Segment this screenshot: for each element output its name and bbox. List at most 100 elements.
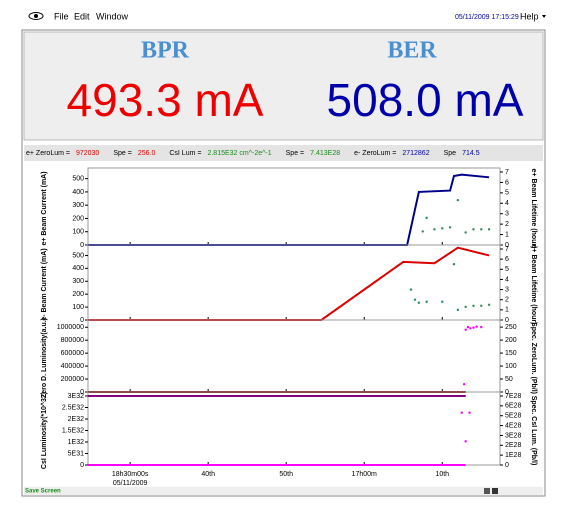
y2-tick-label: 3 (505, 286, 509, 293)
data-point (441, 227, 444, 230)
y2-axis-label: e+ Beam Lifetime (hour) (530, 245, 537, 325)
status-label: Spe = (286, 150, 305, 157)
y-tick-label: 100 (72, 304, 84, 311)
y-tick-label: 600000 (61, 350, 84, 357)
data-point (464, 440, 467, 443)
status-label: Spe (444, 150, 457, 157)
data-point (456, 308, 460, 312)
y2-tick-label: 1E28 (505, 452, 521, 459)
y2-axis-label: Spec. CsI Lum. (Pb/l) (530, 396, 537, 466)
menu-edit[interactable]: Edit (74, 11, 90, 21)
status-value: 256.0 (138, 150, 156, 157)
y2-tick-label: 1 (505, 231, 509, 238)
y-tick-label: 5E31 (68, 450, 84, 457)
y2-tick-label: 7E28 (505, 393, 521, 400)
data-point (417, 301, 421, 304)
y2-tick-label: 5E28 (505, 413, 521, 420)
datetime: 05/11/2009 17:15:29 (455, 14, 519, 21)
data-point (421, 230, 424, 233)
footer-icon[interactable] (484, 488, 490, 494)
status-value: 2712862 (402, 150, 429, 157)
menu-file[interactable]: File (54, 11, 69, 21)
y-tick-label: 2E32 (68, 416, 84, 423)
x-tick-label: 10th (435, 471, 449, 478)
data-point (425, 216, 428, 220)
y2-tick-label: 150 (505, 350, 517, 357)
data-point (480, 325, 483, 329)
status-label: CsI Lum = (169, 150, 201, 157)
y2-tick-label: 200 (505, 337, 517, 344)
y-tick-label: 0 (80, 462, 84, 469)
status-value: 7.413E28 (310, 150, 340, 157)
x-tick-label: 40th (201, 471, 215, 478)
app-icon[interactable] (28, 12, 44, 20)
y2-axis-label: e+ Beam Lifetime (hour) (530, 169, 537, 249)
ber-value: 508.0 mA (327, 74, 524, 126)
data-point (466, 325, 470, 329)
y2-tick-label: 0 (505, 462, 509, 469)
data-point (480, 304, 483, 307)
y2-tick-label: 3 (505, 211, 509, 218)
x-tick-label: 17h00m (352, 471, 377, 478)
y2-tick-label: 0 (505, 242, 509, 249)
data-point (480, 228, 483, 231)
y2-tick-label: 6E28 (505, 403, 521, 410)
data-point (452, 263, 456, 266)
y-tick-label: 3E32 (68, 393, 84, 400)
y2-tick-label: 5 (505, 266, 509, 273)
data-point (464, 328, 467, 331)
menu-window[interactable]: Window (96, 11, 129, 21)
data-point (487, 228, 491, 231)
data-point (464, 305, 467, 309)
status-value: 972030 (76, 150, 99, 157)
data-point (472, 326, 475, 329)
y2-tick-label: 7 (505, 246, 509, 253)
y2-tick-label: 3E28 (505, 432, 521, 439)
y2-tick-label: 2 (505, 297, 509, 304)
y2-tick-label: 4 (505, 276, 509, 283)
menu-help[interactable]: Help (520, 11, 539, 21)
y-tick-label: 0 (80, 389, 84, 396)
data-point (409, 288, 413, 291)
data-point (448, 226, 452, 229)
ber-title: BER (387, 38, 437, 64)
status-bar (24, 145, 543, 161)
y-tick-label: 100 (72, 229, 84, 236)
y-tick-label: 300 (72, 278, 84, 285)
x-tick-label: 18h30m00s (112, 471, 149, 478)
status-items: e+ ZeroLum = 972030 Spe = 256.0 CsI Lum = 2.8… (26, 150, 480, 157)
status-label: Spe = (113, 150, 132, 157)
y-tick-label: 1.5E32 (62, 427, 84, 434)
y-tick-label: 200000 (61, 376, 84, 383)
y2-tick-label: 5 (505, 190, 509, 197)
footer-icon[interactable] (492, 488, 498, 494)
status-value: 714.5 (462, 150, 480, 157)
y-tick-label: 0 (80, 242, 84, 249)
y2-tick-label: 50 (505, 376, 513, 383)
data-point (456, 198, 460, 202)
y2-tick-label: 7 (505, 169, 509, 176)
data-point (441, 300, 444, 303)
status-label: e- ZeroLum = (354, 150, 396, 157)
save-screen[interactable]: Save Screen (25, 489, 61, 495)
data-point (469, 327, 472, 330)
y2-tick-label: 2E28 (505, 442, 521, 449)
y2-tick-label: 100 (505, 363, 517, 370)
y2-tick-label: 4 (505, 200, 509, 207)
status-value: 2.815E32 cm^-2e^-1 (207, 150, 271, 157)
help-arrow (542, 15, 546, 18)
data-point (472, 304, 475, 307)
y-tick-label: 200 (72, 215, 84, 222)
data-point (468, 411, 471, 414)
y-tick-label: 300 (72, 202, 84, 209)
data-point (487, 303, 491, 306)
y-tick-label: 1E32 (68, 439, 84, 446)
data-point (413, 298, 417, 301)
header-panel (23, 31, 544, 141)
x-date: 05/11/2009 (113, 480, 148, 487)
app-icon-pupil (34, 14, 38, 18)
y-tick-label: 400 (72, 189, 84, 196)
y2-tick-label: 2 (505, 221, 509, 228)
